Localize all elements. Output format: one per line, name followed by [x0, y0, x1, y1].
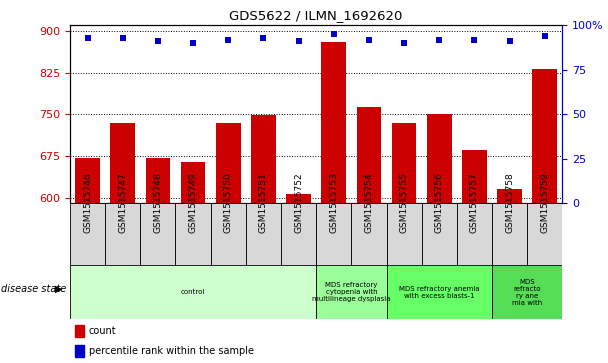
- Text: GSM1515747: GSM1515747: [118, 172, 127, 233]
- Bar: [246, 203, 281, 265]
- Bar: [251, 115, 275, 203]
- Text: GSM1515748: GSM1515748: [153, 172, 162, 233]
- Bar: [497, 189, 522, 203]
- Bar: [70, 265, 316, 319]
- Text: disease state: disease state: [1, 284, 66, 294]
- Bar: [286, 194, 311, 203]
- Text: GDS5622 / ILMN_1692620: GDS5622 / ILMN_1692620: [229, 9, 403, 22]
- Point: [118, 35, 128, 41]
- Point: [505, 38, 514, 44]
- Point: [223, 37, 233, 42]
- Bar: [316, 203, 351, 265]
- Bar: [140, 203, 176, 265]
- Bar: [181, 162, 206, 203]
- Text: count: count: [89, 326, 116, 337]
- Bar: [357, 107, 381, 203]
- Bar: [322, 42, 346, 203]
- Bar: [70, 203, 105, 265]
- Point: [153, 38, 163, 44]
- Bar: [145, 158, 170, 203]
- Point: [399, 40, 409, 46]
- Text: percentile rank within the sample: percentile rank within the sample: [89, 346, 254, 356]
- Point: [434, 37, 444, 42]
- Text: MDS refractory anemia
with excess blasts-1: MDS refractory anemia with excess blasts…: [399, 286, 480, 299]
- Text: GSM1515746: GSM1515746: [83, 172, 92, 233]
- Bar: [533, 69, 557, 203]
- Text: MDS refractory
cytopenia with
multilineage dysplasia: MDS refractory cytopenia with multilinea…: [312, 282, 390, 302]
- Bar: [111, 123, 135, 203]
- Bar: [75, 325, 84, 338]
- Text: control: control: [181, 289, 206, 295]
- Point: [540, 33, 550, 39]
- Bar: [492, 203, 527, 265]
- Bar: [392, 123, 416, 203]
- Text: GSM1515753: GSM1515753: [330, 172, 338, 233]
- Bar: [457, 203, 492, 265]
- Bar: [316, 265, 387, 319]
- Text: GSM1515757: GSM1515757: [470, 172, 479, 233]
- Text: GSM1515752: GSM1515752: [294, 172, 303, 233]
- Text: GSM1515751: GSM1515751: [259, 172, 268, 233]
- Point: [364, 37, 374, 42]
- Text: MDS
refracto
ry ane
mia with: MDS refracto ry ane mia with: [512, 279, 542, 306]
- Bar: [527, 203, 562, 265]
- Point: [83, 35, 92, 41]
- Text: GSM1515758: GSM1515758: [505, 172, 514, 233]
- Point: [258, 35, 268, 41]
- Text: GSM1515755: GSM1515755: [399, 172, 409, 233]
- Text: GSM1515756: GSM1515756: [435, 172, 444, 233]
- Bar: [462, 151, 487, 203]
- Bar: [387, 265, 492, 319]
- Bar: [216, 123, 241, 203]
- Point: [329, 31, 339, 37]
- Bar: [176, 203, 210, 265]
- Bar: [105, 203, 140, 265]
- Text: GSM1515750: GSM1515750: [224, 172, 233, 233]
- Bar: [387, 203, 422, 265]
- Bar: [492, 265, 562, 319]
- Bar: [351, 203, 387, 265]
- Point: [294, 38, 303, 44]
- Text: GSM1515759: GSM1515759: [541, 172, 549, 233]
- Bar: [75, 346, 84, 357]
- Bar: [210, 203, 246, 265]
- Point: [188, 40, 198, 46]
- Text: GSM1515749: GSM1515749: [188, 172, 198, 233]
- Bar: [281, 203, 316, 265]
- Bar: [75, 158, 100, 203]
- Text: ▶: ▶: [55, 284, 63, 294]
- Bar: [427, 114, 452, 203]
- Bar: [422, 203, 457, 265]
- Text: GSM1515754: GSM1515754: [364, 172, 373, 233]
- Point: [469, 37, 479, 42]
